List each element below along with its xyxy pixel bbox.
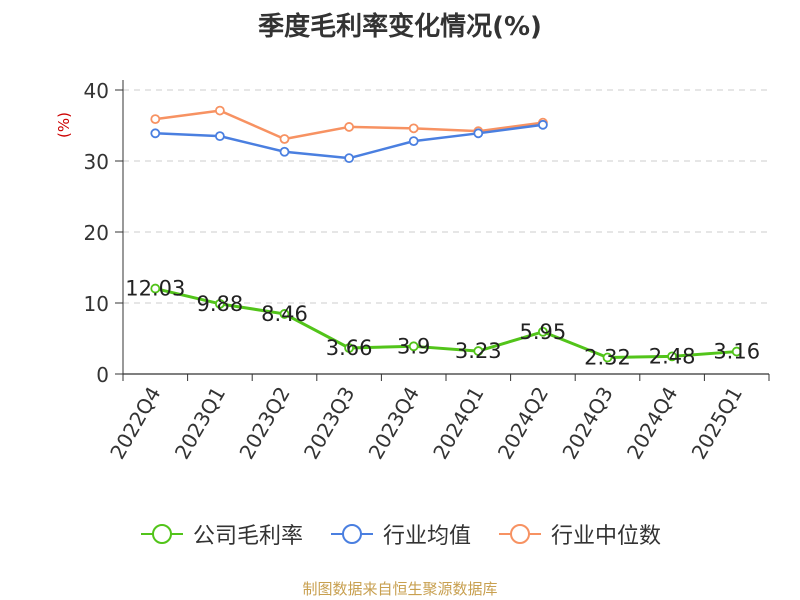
data-point	[731, 346, 742, 357]
data-point	[214, 298, 225, 309]
data-point	[473, 128, 484, 139]
data-point	[150, 283, 161, 294]
x-tick-label: 2024Q4	[622, 383, 682, 464]
legend-item-company-gross-margin[interactable]: 公司毛利率	[139, 518, 303, 550]
source-note: 制图数据来自恒生聚源数据库	[302, 580, 498, 598]
data-point	[344, 153, 355, 164]
x-tick-label: 2022Q4	[105, 383, 165, 464]
x-tick-label: 2024Q1	[428, 383, 488, 464]
x-tick-label: 2023Q2	[234, 383, 294, 464]
data-point	[408, 136, 419, 147]
data-point	[214, 105, 225, 116]
data-point	[538, 119, 548, 130]
data-point	[279, 309, 290, 319]
grid-layer	[123, 89, 769, 304]
data-label: 3.66	[326, 336, 373, 360]
legend-label: 公司毛利率	[192, 524, 303, 549]
data-point	[214, 131, 225, 142]
legend-item-industry-mean[interactable]: 行业均值	[329, 518, 471, 550]
legend-marker-icon	[140, 524, 183, 544]
x-tick-label: 2023Q1	[170, 383, 230, 464]
y-axis-label: (%)	[55, 112, 73, 138]
y-tick-label: 0	[96, 363, 109, 387]
x-tick-label: 2024Q2	[493, 383, 553, 464]
x-tick-label: 2023Q3	[299, 383, 359, 464]
data-label: 2.32	[584, 346, 631, 370]
data-point	[667, 351, 677, 362]
data-point	[344, 343, 355, 353]
x-tick-label: 2023Q4	[364, 383, 424, 464]
data-label: 2.48	[649, 344, 696, 368]
data-label: 3.16	[713, 340, 760, 364]
data-label: 3.23	[455, 339, 502, 363]
series-line	[154, 287, 737, 360]
y-tick-label: 30	[84, 150, 109, 174]
data-label: 5.95	[520, 320, 567, 344]
legend-marker-icon	[330, 524, 373, 544]
legend-circle	[510, 524, 530, 544]
data-point	[408, 123, 419, 134]
data-label: 8.46	[261, 302, 308, 326]
data-label: 12.03	[125, 277, 185, 301]
data-point	[408, 341, 419, 352]
legend-circle	[341, 524, 362, 544]
legend-item-industry-median[interactable]: 行业中位数	[497, 518, 661, 550]
y-tick-label: 10	[84, 292, 109, 316]
series-layer	[150, 105, 742, 363]
y-tick-label: 20	[84, 221, 109, 245]
legend-circle	[151, 524, 172, 544]
data-label: 3.9	[397, 334, 430, 358]
legend-marker-icon	[499, 524, 541, 544]
data-label: 9.88	[197, 292, 244, 316]
data-point	[279, 146, 290, 157]
data-point	[150, 128, 161, 139]
data-point	[538, 326, 548, 337]
data-point	[279, 134, 290, 144]
data-point	[602, 352, 613, 363]
data-label-layer: 12.03 9.88 8.46 3.66 3.9 3.23 5.95 2.32 2.48 3.16	[125, 277, 760, 370]
data-point	[473, 346, 484, 356]
chart-title: 季度毛利率变化情况(%)	[258, 12, 542, 42]
x-tick-label: 2025Q1	[687, 383, 747, 464]
legend-label: 行业中位数	[551, 524, 662, 549]
legend-label: 行业均值	[382, 524, 471, 549]
legend: 公司毛利率 行业均值 行业中位数	[0, 518, 800, 550]
data-point	[344, 122, 355, 132]
y-tick-label: 40	[84, 79, 109, 103]
data-point	[150, 114, 161, 125]
x-tick-label: 2024Q3	[557, 383, 617, 464]
